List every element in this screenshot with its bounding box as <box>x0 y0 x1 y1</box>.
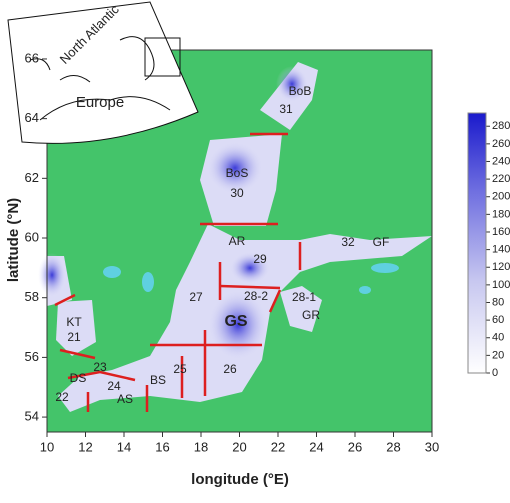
inset-coastlines <box>29 36 171 121</box>
x-tick-label: 20 <box>232 439 246 454</box>
x-tick-label: 26 <box>348 439 362 454</box>
y-tick-label: 58 <box>25 289 39 304</box>
x-tick-label: 18 <box>194 439 208 454</box>
region-label: 31 <box>279 102 293 116</box>
inset-map: North Atlantic Europe <box>7 1 199 144</box>
x-tick-label: 22 <box>271 439 285 454</box>
region-label: 28-2 <box>244 289 268 303</box>
inset-frame <box>7 1 199 144</box>
x-tick-label: 30 <box>425 439 439 454</box>
region-label: BS <box>150 373 166 387</box>
colorbar-tick-label: 60 <box>492 314 504 326</box>
region-label: GR <box>302 308 320 322</box>
colorbar-tick-label: 200 <box>492 191 510 203</box>
colorbar-tick-label: 0 <box>492 367 498 379</box>
y-tick-label: 64 <box>25 110 39 125</box>
deep-areas <box>38 66 308 360</box>
x-tick-label: 10 <box>40 439 54 454</box>
colorbar-tick-label: 120 <box>492 261 510 273</box>
colorbar-tick-label: 160 <box>492 226 510 238</box>
x-tick-label: 28 <box>386 439 400 454</box>
region-label: 25 <box>173 362 187 376</box>
y-tick-label: 62 <box>25 170 39 185</box>
region-label: 22 <box>55 390 69 404</box>
y-tick-label: 54 <box>25 409 39 424</box>
x-tick-label: 14 <box>117 439 131 454</box>
region-label: 27 <box>189 290 203 304</box>
colorbar-tick-label: 140 <box>492 244 510 256</box>
colorbar-tick-label: 20 <box>492 349 504 361</box>
y-axis-label: latitude (°N) <box>5 198 22 282</box>
region-label: 28-1 <box>292 290 316 304</box>
colorbar-tick-label: 40 <box>492 332 504 344</box>
y-tick-label: 66 <box>25 50 39 65</box>
region-label: BoB <box>289 84 312 98</box>
colorbar-tick-label: 80 <box>492 296 504 308</box>
region-label: 29 <box>253 252 267 266</box>
x-tick-label: 16 <box>155 439 169 454</box>
colorbar <box>467 112 487 374</box>
region-label: 32 <box>341 235 355 249</box>
colorbar-tick-label: 240 <box>492 155 510 167</box>
region-label: GF <box>373 235 390 249</box>
colorbar-tick-label: 280 <box>492 120 510 132</box>
x-tick-label: 24 <box>309 439 323 454</box>
inset-box <box>144 37 181 77</box>
subbasin-borders <box>54 132 302 412</box>
colorbar-tick-label: 220 <box>492 173 510 185</box>
y-tick-label: 60 <box>25 229 39 244</box>
region-label: GS <box>224 313 247 330</box>
y-tick-label: 56 <box>25 349 39 364</box>
region-label: 24 <box>107 379 121 393</box>
x-axis-label: longitude (°E) <box>191 471 289 488</box>
region-label: AS <box>117 392 133 406</box>
axes: 10 12 14 16 18 20 22 24 26 28 30 54 56 58 60 62 64 66 0 20 4… <box>25 50 510 454</box>
region-label: 21 <box>67 330 81 344</box>
inset-label: Europe <box>76 94 124 111</box>
lakes <box>103 263 399 294</box>
region-label: 30 <box>230 186 244 200</box>
region-label: DS <box>70 371 87 385</box>
x-tick-label: 12 <box>78 439 92 454</box>
region-label: AR <box>229 234 246 248</box>
region-label: BoS <box>226 166 249 180</box>
region-label: 23 <box>93 360 107 374</box>
region-label: KT <box>66 315 82 329</box>
colorbar-tick-label: 100 <box>492 279 510 291</box>
region-label: 26 <box>223 362 237 376</box>
colorbar-tick-label: 180 <box>492 208 510 220</box>
colorbar-tick-label: 260 <box>492 138 510 150</box>
